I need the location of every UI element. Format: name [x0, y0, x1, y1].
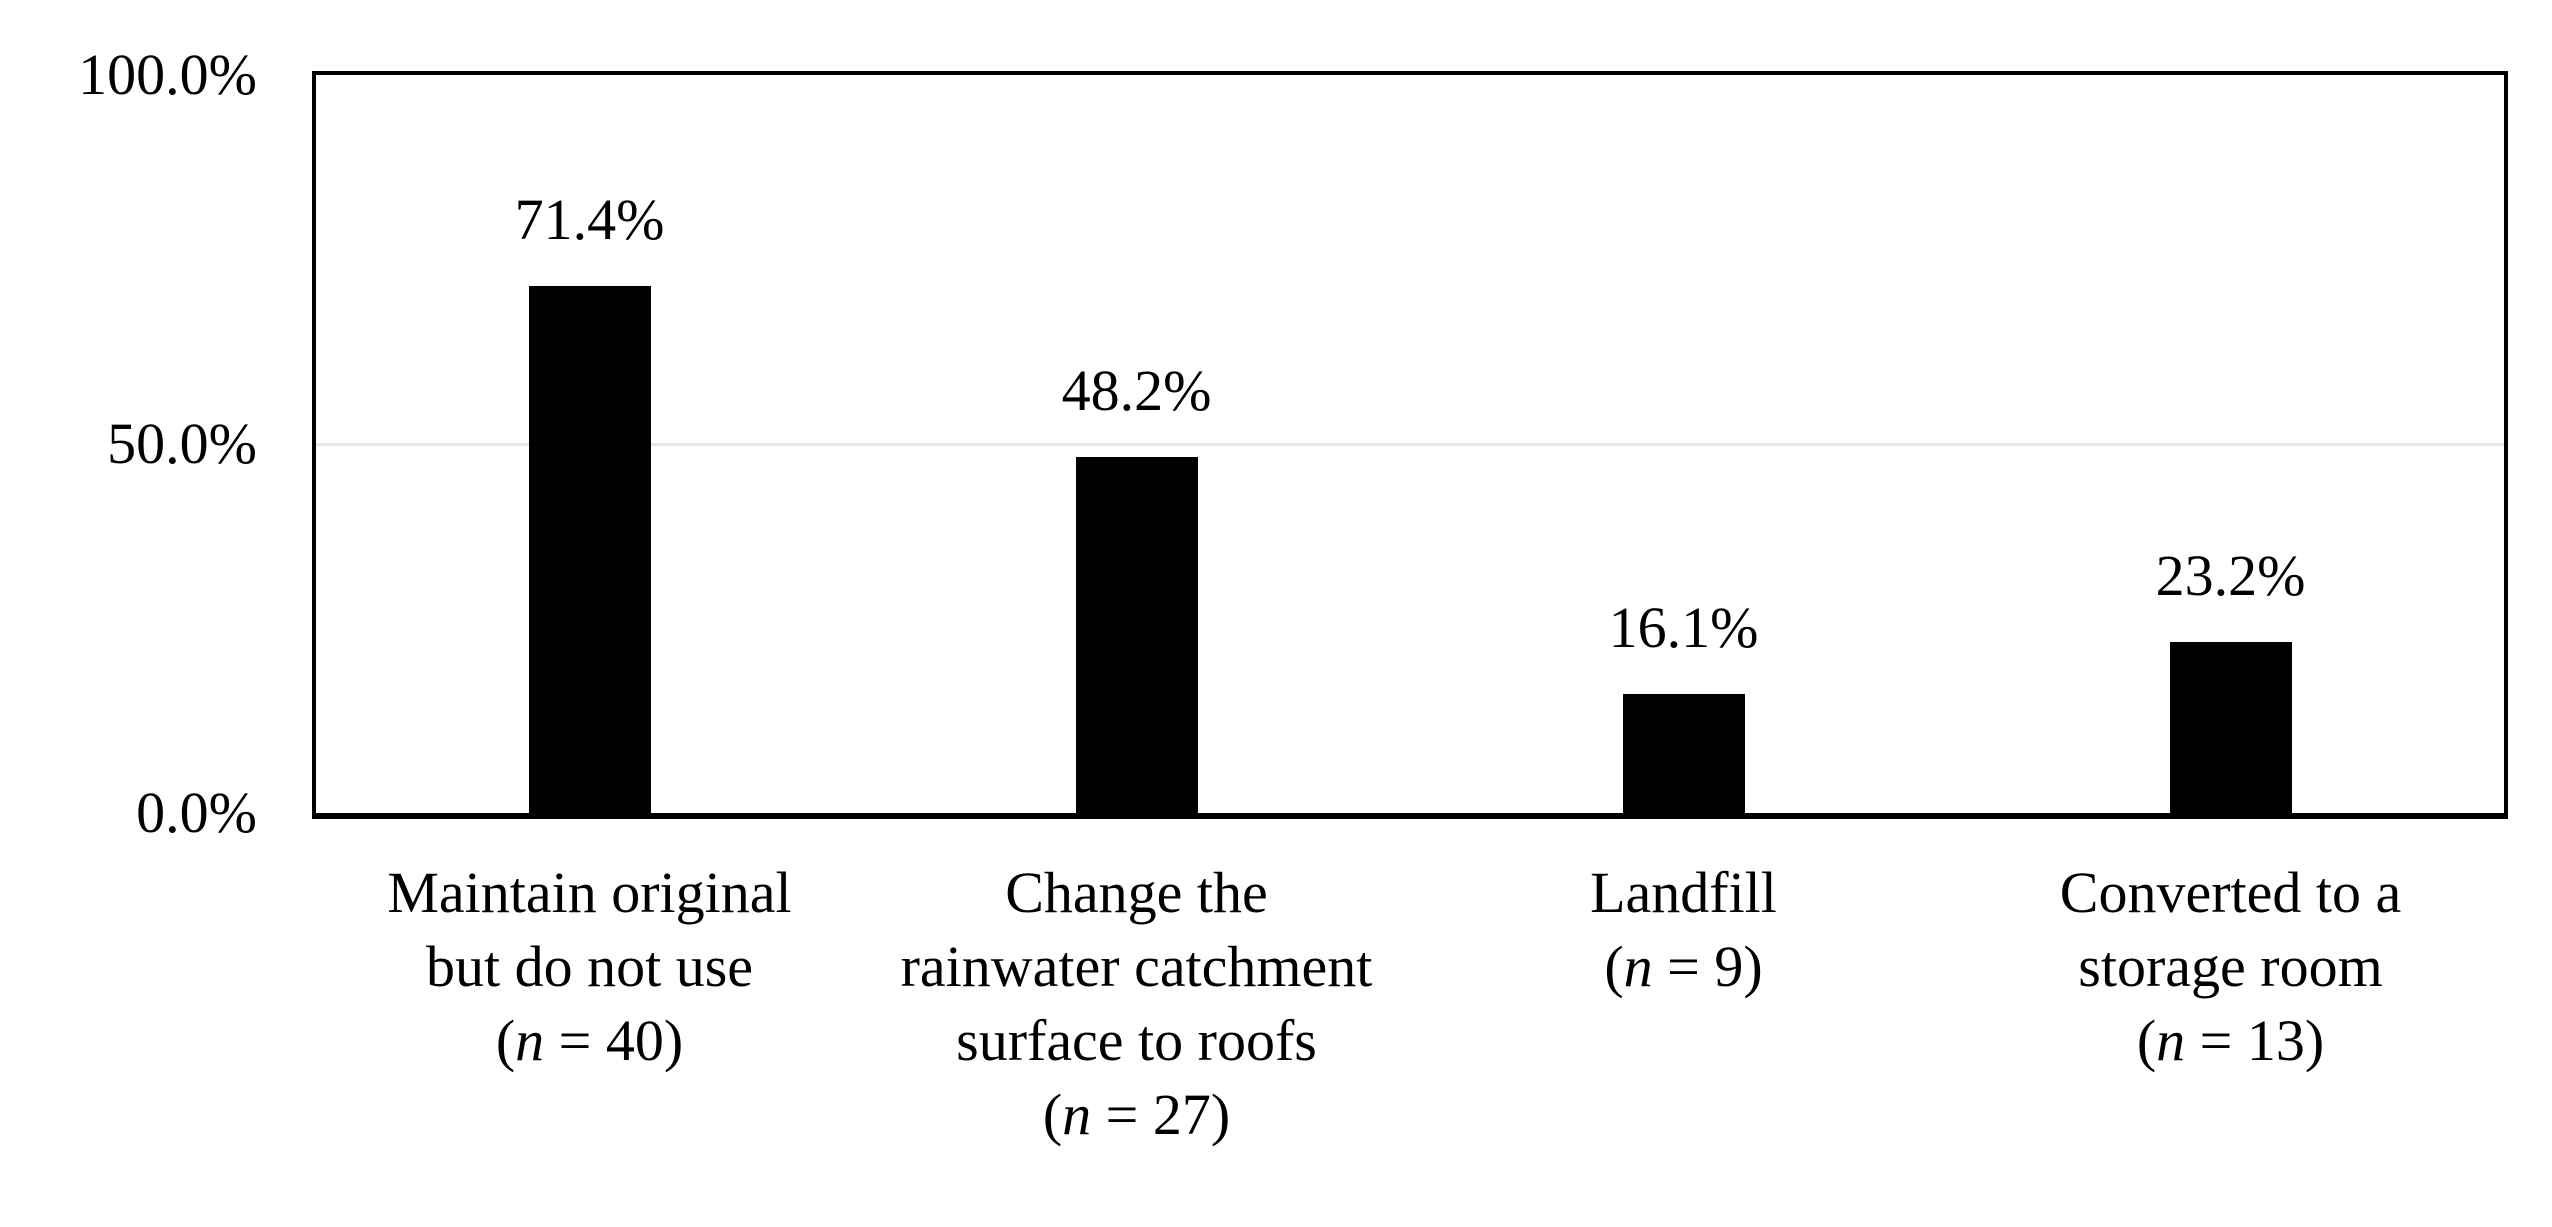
bar-value-label: 71.4% [514, 187, 665, 253]
category-label-line: rainwater catchment [900, 934, 1373, 999]
category-label-line: storage room [2078, 934, 2383, 999]
category-label: Maintain original but do not use (n = 40) [387, 856, 791, 1078]
category-label-line: surface to roofs [956, 1008, 1317, 1073]
category-label-line: Converted to a [2059, 860, 2402, 925]
bar [528, 286, 651, 813]
bar-value-label: 23.2% [2155, 542, 2306, 608]
category-label-line: (n = 27) [1042, 1082, 1231, 1147]
bar [1622, 694, 1745, 813]
y-tick-label: 100.0% [78, 42, 257, 107]
category-label-line: (n = 13) [2136, 1008, 2325, 1073]
italic-n: n [2156, 1008, 2186, 1073]
category-label: Landfill (n = 9) [1590, 856, 1777, 1004]
y-tick-label: 0.0% [136, 780, 257, 845]
category-label-line: (n = 9) [1604, 934, 1763, 999]
category-label-line: Change the [1005, 860, 1268, 925]
category-label: Converted to a storage room (n = 13) [2060, 856, 2401, 1078]
y-tick-label: 50.0% [107, 411, 257, 476]
gridline-50 [316, 442, 2504, 446]
category-label-line: (n = 40) [495, 1008, 684, 1073]
bar-value-label: 16.1% [1608, 595, 1759, 661]
bar-value-label: 48.2% [1061, 358, 1212, 424]
plot-area: 71.4% 48.2% 16.1% 23.2% [312, 71, 2508, 819]
category-label-line: but do not use [425, 934, 754, 999]
category-label-line: Maintain original [387, 860, 792, 925]
italic-n: n [1062, 1082, 1092, 1147]
bar [2169, 641, 2292, 813]
category-label-line: Landfill [1590, 860, 1777, 925]
italic-n: n [515, 1008, 545, 1073]
bar [1075, 457, 1198, 813]
category-label: Change the rainwater catchment surface to … [901, 856, 1373, 1152]
italic-n: n [1623, 934, 1653, 999]
